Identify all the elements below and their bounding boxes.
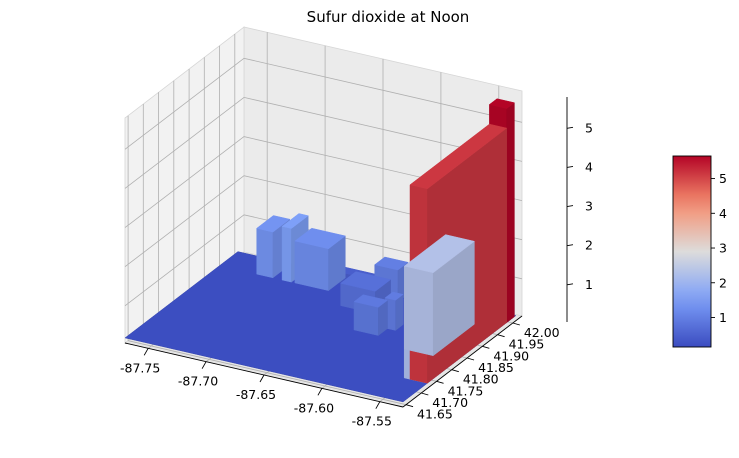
axis-ticks: -87.75 -87.70 -87.65 -87.60 -87.55 41.6541.70… <box>120 120 593 428</box>
z-tick <box>566 283 574 286</box>
surface-face <box>256 215 291 233</box>
surface-face <box>256 227 274 279</box>
colorbar-tick-label: 3 <box>719 241 727 256</box>
surface-face <box>353 301 379 336</box>
surface-face <box>294 227 346 250</box>
x-tick <box>201 361 207 369</box>
z-tick-label: 5 <box>585 120 593 135</box>
surface-face <box>506 102 515 324</box>
x-tick-label: -87.55 <box>352 414 392 429</box>
surface-face <box>353 294 389 308</box>
surface-face <box>340 271 392 292</box>
surface-block <box>384 291 404 331</box>
surface-face <box>404 265 434 357</box>
y-gridline <box>127 115 407 406</box>
surface-face <box>374 256 409 271</box>
z-tick <box>566 165 574 168</box>
z-tick-label: 2 <box>585 238 593 253</box>
colorbar-tick-label: 2 <box>719 275 727 290</box>
y-tick <box>497 334 505 338</box>
y-tick-label: 42.00 <box>524 325 560 340</box>
y-tick <box>405 404 414 408</box>
y-tick <box>421 392 429 396</box>
surface-block <box>353 294 389 337</box>
y-axis-line <box>402 315 523 408</box>
x-tick <box>259 374 265 383</box>
x-tick <box>317 388 323 396</box>
y-tick-label: 41.65 <box>417 407 453 422</box>
x-tick <box>375 401 381 409</box>
colorbar-tick-label: 1 <box>719 310 727 325</box>
y-tick <box>482 345 490 349</box>
colorbar-tick-label: 4 <box>719 206 727 221</box>
z-gridline <box>124 96 523 189</box>
y-tick-label: 41.80 <box>463 372 499 387</box>
surface-face <box>281 226 292 283</box>
y-tick <box>436 380 444 384</box>
surface-block <box>294 227 346 292</box>
z-tick-label: 3 <box>585 199 593 214</box>
y-tick-label: 41.95 <box>509 337 545 352</box>
x-tick-label: -87.60 <box>294 400 334 415</box>
colorbar-tick-label: 5 <box>719 171 727 186</box>
y-tick <box>512 322 520 326</box>
x-tick-label: -87.70 <box>178 374 218 389</box>
x-tick <box>143 348 149 356</box>
surface-mesh <box>124 98 517 403</box>
x-tick-label: -87.65 <box>236 387 276 402</box>
chart-title: Sufur dioxide at Noon <box>307 8 470 26</box>
y-tick-label: 41.85 <box>478 360 514 375</box>
surface-block <box>403 234 475 357</box>
y-tick <box>451 369 459 373</box>
surface-face <box>395 293 404 331</box>
z-tick-label: 4 <box>585 159 593 174</box>
surface-face <box>281 213 309 229</box>
z-gridline <box>124 57 523 150</box>
colorbar-gradient <box>672 155 712 348</box>
surface-face <box>384 291 404 301</box>
y-tick-label: 41.75 <box>448 383 484 398</box>
surface-face <box>488 98 515 109</box>
z-tick-label: 1 <box>585 277 593 292</box>
z-tick <box>566 126 574 129</box>
y-tick-label: 41.70 <box>432 395 468 410</box>
surface-face <box>403 234 475 274</box>
colorbar: 1 2 3 4 5 <box>672 155 727 348</box>
x-tick-label: -87.75 <box>120 360 160 375</box>
y-tick <box>466 357 475 361</box>
z-tick <box>566 205 574 208</box>
y-tick-label: 41.90 <box>493 348 529 363</box>
surface-face <box>409 123 508 190</box>
z-tick <box>566 244 574 247</box>
surface-face <box>294 240 329 291</box>
